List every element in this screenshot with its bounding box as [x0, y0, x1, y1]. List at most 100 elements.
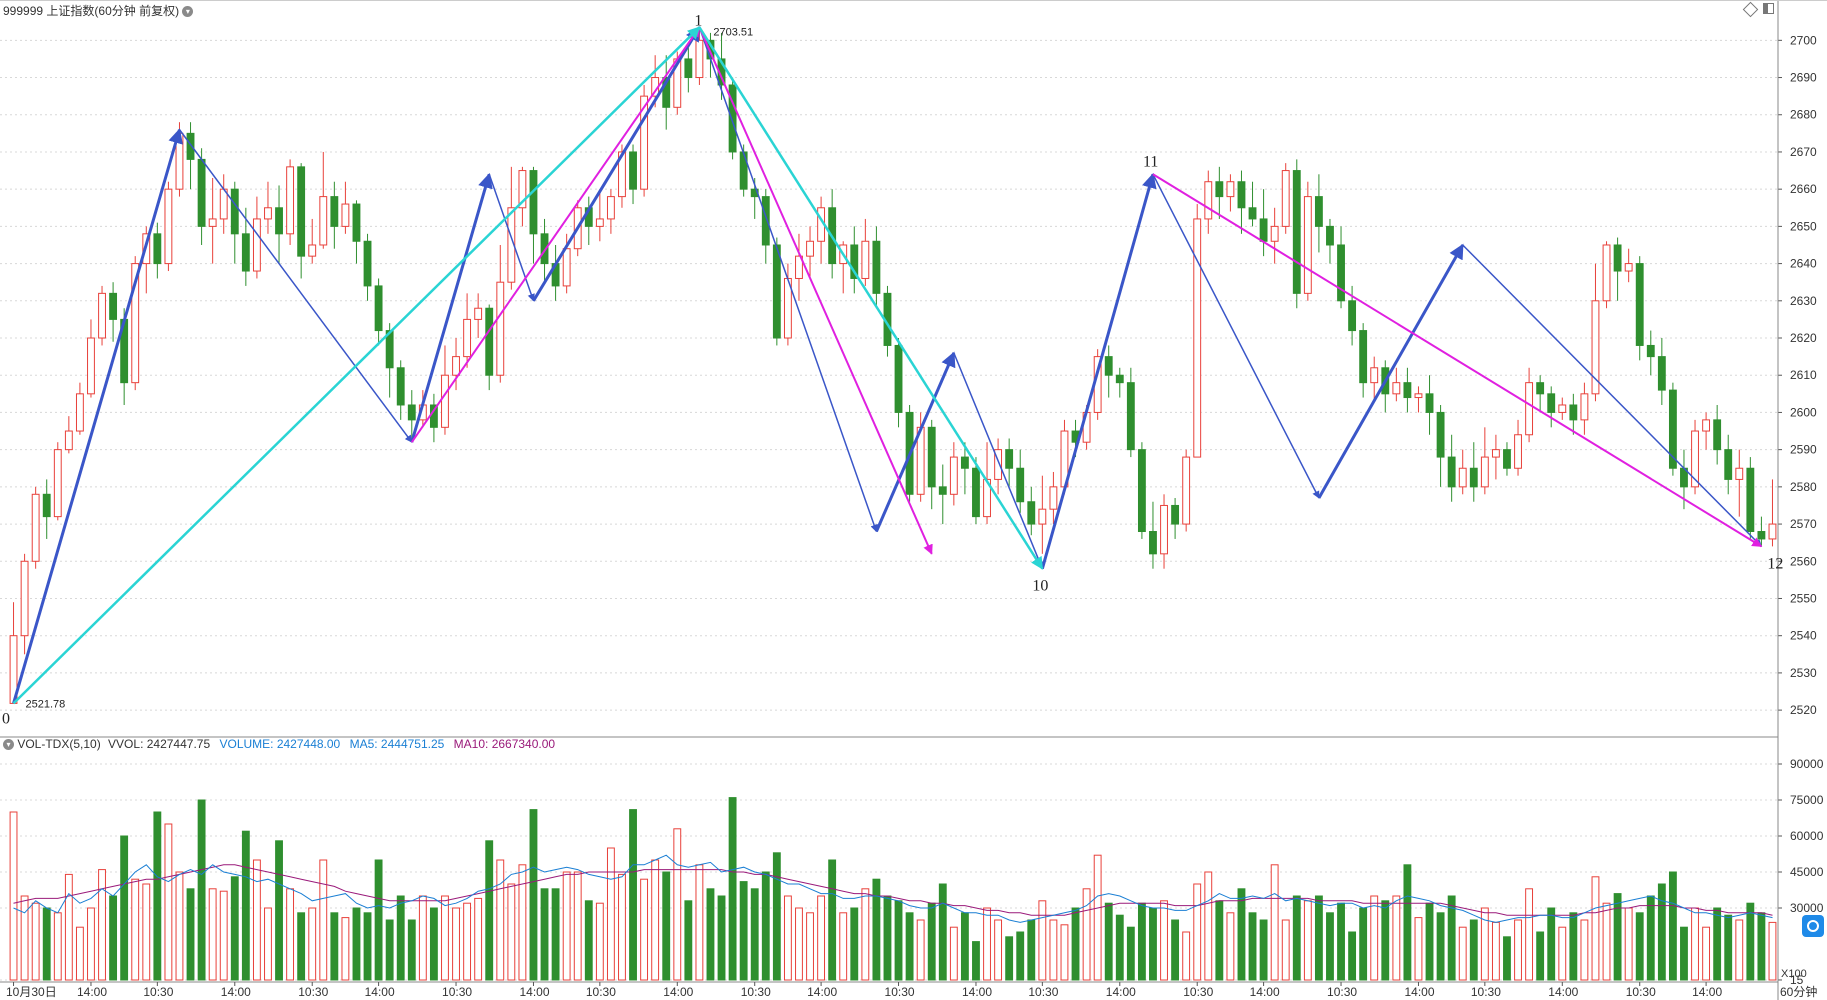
candle-body — [529, 170, 538, 235]
volume-bar — [1480, 907, 1489, 981]
volume-bar — [651, 859, 660, 981]
volume-bar — [418, 895, 427, 981]
candle-body — [75, 393, 84, 432]
volume-bar — [1558, 926, 1567, 981]
volume-bar — [219, 890, 228, 981]
volume-bar — [1370, 895, 1379, 981]
volume-bar — [175, 871, 184, 981]
volume-bar — [1547, 907, 1556, 981]
volume-bar — [507, 883, 516, 981]
candle-body — [1558, 404, 1567, 413]
candle-body — [1436, 411, 1445, 458]
grid-layer — [0, 39, 1778, 981]
volume-bar — [396, 895, 405, 981]
time-tick-label: 10:30 — [1028, 985, 1058, 999]
volume-bar — [1292, 895, 1301, 981]
volume-bar — [806, 912, 814, 981]
volume-bar — [1414, 917, 1423, 981]
candle-body — [1536, 382, 1545, 395]
candle-body — [1326, 225, 1334, 246]
candle-body — [1414, 393, 1423, 399]
volume-tick-label: 60000 — [1790, 829, 1824, 843]
volume-bar — [208, 888, 217, 981]
candle-body — [1337, 244, 1345, 302]
volume-bar — [706, 888, 715, 981]
candle-body — [629, 151, 637, 190]
candle-body — [1359, 330, 1368, 384]
candle-body — [252, 218, 261, 272]
volume-bar — [916, 919, 925, 981]
candle-body — [1514, 434, 1522, 469]
volume-bar — [109, 895, 118, 981]
volume-bar — [1115, 914, 1124, 981]
time-tick-label: 10:30 — [1471, 985, 1501, 999]
volume-bar — [618, 873, 626, 981]
price-tick-label: 2610 — [1790, 368, 1817, 382]
wave-segment-magenta — [410, 26, 701, 443]
volume-bar — [540, 888, 549, 981]
candle-body — [385, 330, 394, 369]
ma5-line — [13, 854, 1773, 923]
candle-body — [87, 337, 95, 395]
volume-bar — [20, 895, 29, 981]
time-tick-label: 10:30 — [442, 985, 472, 999]
candle-body — [1270, 225, 1279, 242]
volume-bar — [839, 912, 848, 981]
volume-bar — [695, 864, 704, 981]
volume-bar — [673, 828, 682, 981]
candle-body — [153, 233, 162, 265]
remote-assist-icon[interactable] — [1802, 915, 1824, 937]
price-tick-label: 2630 — [1790, 294, 1817, 308]
candle-body — [761, 196, 770, 246]
time-tick-label: 10:30 — [885, 985, 915, 999]
volume-bar — [1104, 902, 1113, 981]
candle-body — [618, 151, 626, 198]
symbol-name: 上证指数 — [46, 4, 95, 18]
candle-body — [441, 374, 449, 428]
volume-bar — [164, 823, 173, 981]
period-selector[interactable]: 60分钟 — [1780, 985, 1818, 999]
volume-bar — [1270, 864, 1279, 981]
volume-bar — [894, 900, 903, 981]
vvol-value: VVOL: 2427447.75 — [108, 737, 211, 751]
indicator-dropdown-icon[interactable]: ▾ — [3, 739, 14, 751]
candle-body — [474, 307, 483, 320]
wave-segment-blue — [12, 128, 183, 704]
time-tick-label: 10月30日 — [6, 985, 57, 999]
volume-bar — [1735, 919, 1744, 981]
candle-body — [308, 244, 317, 257]
panel-toggle-icon[interactable] — [1763, 3, 1774, 14]
volume-bar — [1757, 912, 1766, 981]
volume-bar — [817, 895, 826, 981]
candle-body — [319, 196, 328, 246]
volume-header: ▾ VOL-TDX(5,10) VVOL: 2427447.75 VOLUME:… — [3, 737, 555, 751]
candle-body — [1613, 244, 1622, 272]
volume-bar — [994, 919, 1003, 981]
wave-label-12: 12 — [1767, 555, 1783, 572]
candle-body — [1447, 456, 1456, 488]
volume-bar — [429, 907, 438, 981]
volume-bar — [783, 895, 792, 981]
price-tick-label: 2540 — [1790, 629, 1817, 643]
time-tick-label: 14:00 — [1250, 985, 1280, 999]
candle-body — [872, 240, 881, 294]
settings-dropdown-icon[interactable]: ▾ — [182, 6, 194, 18]
candle-body — [1005, 449, 1014, 469]
candle-body — [297, 166, 306, 257]
candle-body — [1768, 523, 1777, 540]
time-tick-label: 10:30 — [143, 985, 173, 999]
volume-bar — [1425, 902, 1434, 981]
volume-bar — [795, 907, 803, 981]
candle-body — [363, 240, 372, 287]
volume-bar — [739, 881, 748, 981]
candle-body — [1281, 170, 1290, 227]
wave-segment-blue — [1462, 244, 1762, 547]
time-tick-label: 14:00 — [663, 985, 693, 999]
volume-bar — [861, 888, 870, 981]
candle-body — [507, 207, 516, 283]
price-tick-label: 2590 — [1790, 443, 1817, 457]
price-tick-label: 2570 — [1790, 517, 1817, 531]
volume-bar — [363, 912, 372, 981]
time-tick-label: 14:00 — [1106, 985, 1136, 999]
